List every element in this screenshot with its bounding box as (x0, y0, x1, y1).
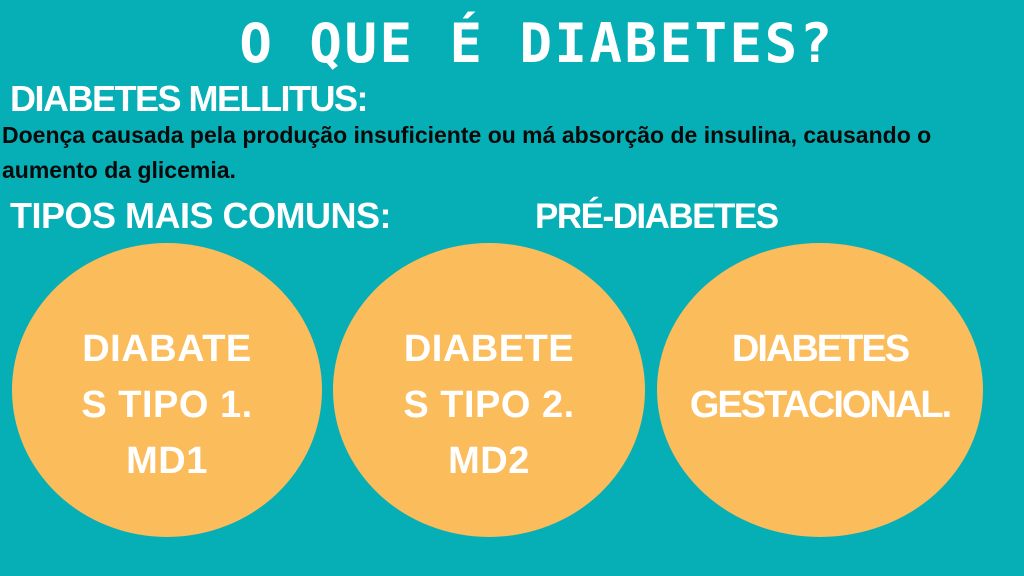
circle-diabetes-tipo-2: DIABETE S TIPO 2. MD2 (333, 243, 645, 537)
circle-gestacional-line-1: DIABETES (731, 328, 910, 370)
circle-tipo-2-line-3: MD2 (448, 440, 530, 482)
tipos-mais-comuns-heading: TIPOS MAIS COMUNS: (10, 195, 392, 236)
prediabetes-label: PRÉ-DIABETES (535, 197, 779, 236)
circle-tipo-1-line-1: DIABATE (82, 328, 252, 370)
definition-text-line-2: aumento da glicemia. (2, 157, 236, 183)
definition-text-line-1: Doença causada pela produção insuficient… (2, 122, 932, 148)
circle-gestacional-line-2: GESTACIONAL. (689, 384, 952, 426)
circle-diabetes-gestacional: DIABETES GESTACIONAL. (657, 243, 983, 537)
slide-title: O QUE É DIABETES? (239, 12, 835, 75)
circle-tipo-1-line-3: MD1 (126, 440, 208, 482)
circle-tipo-2-line-2: S TIPO 2. (403, 384, 575, 426)
circle-tipo-2-line-1: DIABETE (403, 328, 575, 370)
circle-tipo-1-line-2: S TIPO 1. (81, 384, 253, 426)
diabetes-mellitus-heading: DIABETES MELLITUS: (10, 78, 369, 119)
circle-diabetes-tipo-1: DIABATE S TIPO 1. MD1 (12, 243, 322, 537)
